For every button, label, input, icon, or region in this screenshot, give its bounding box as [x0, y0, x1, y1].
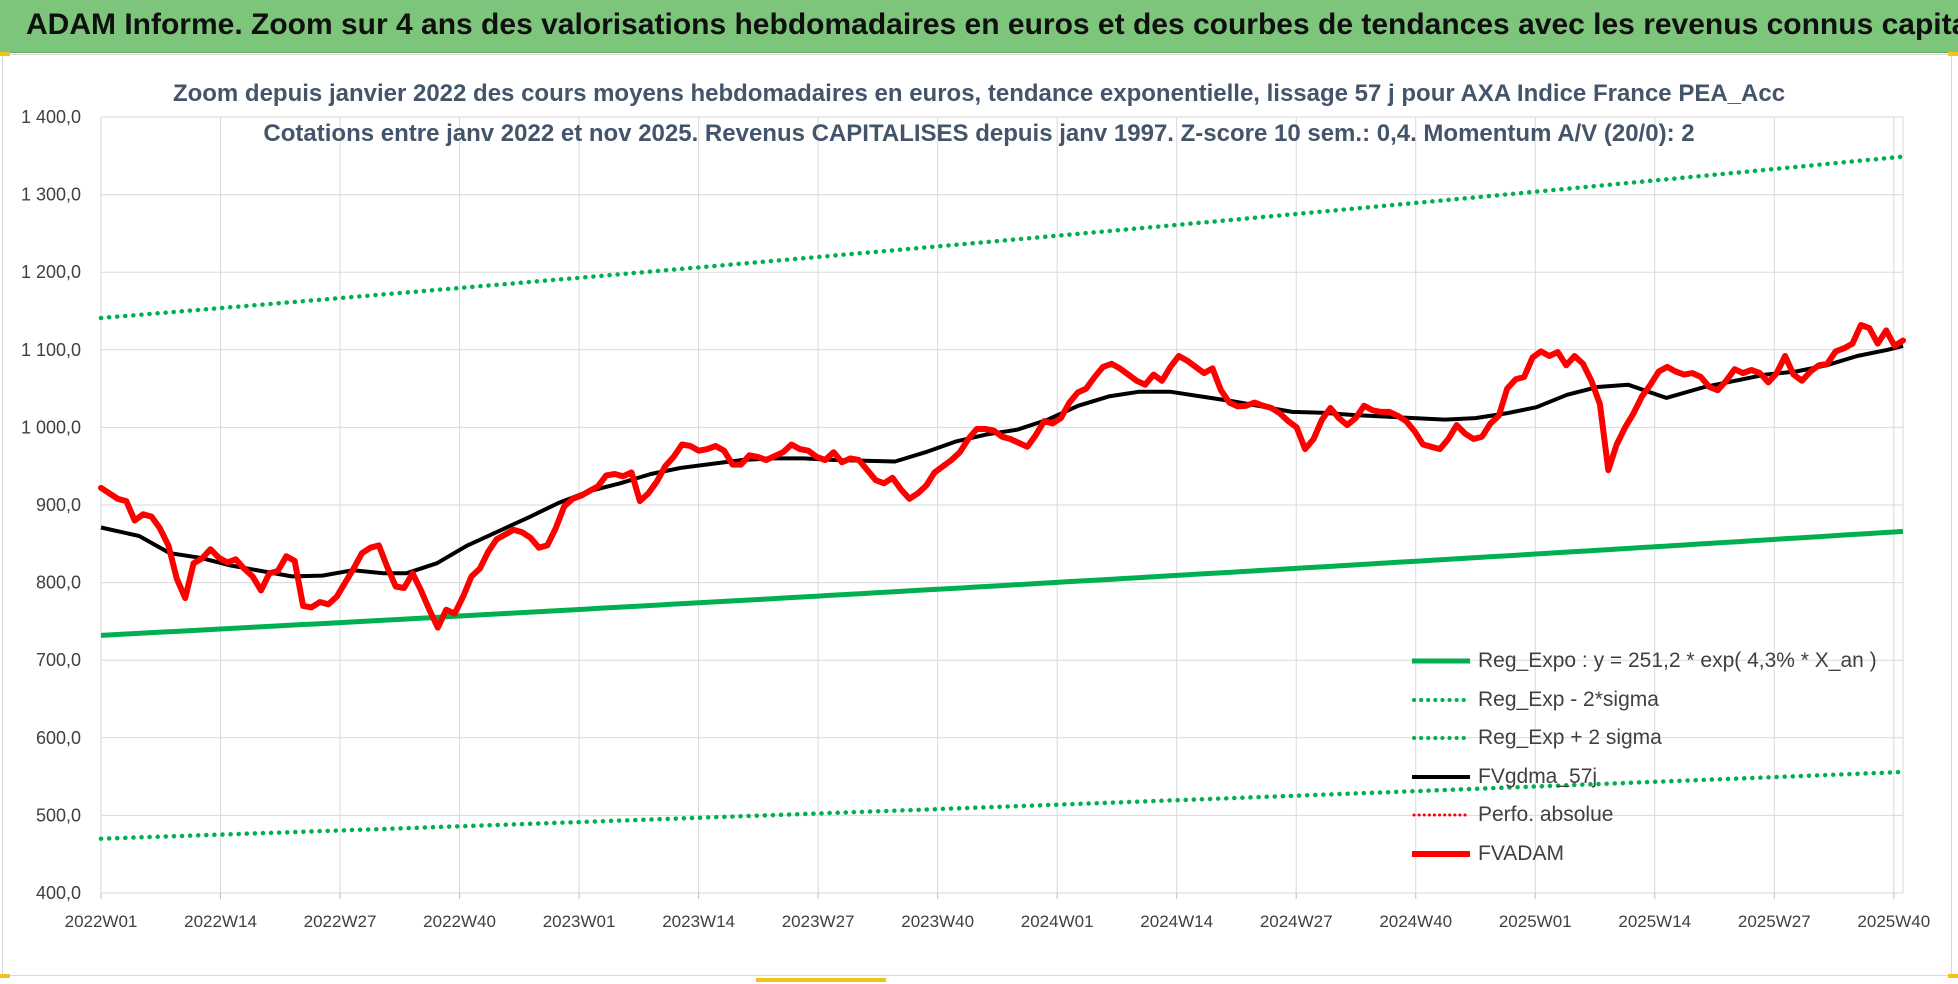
legend-swatch-dotted-red [1412, 810, 1470, 820]
y-tick-label: 800,0 [36, 573, 81, 593]
legend-label: Reg_Exp + 2 sigma [1478, 726, 1662, 750]
legend-item-fvgdma: FVgdma_57j [1412, 758, 1892, 797]
y-tick-label: 1 200,0 [21, 262, 81, 282]
legend-label: FVADAM [1478, 841, 1564, 865]
series-fvadam-line [98, 322, 1906, 631]
y-tick-label: 400,0 [36, 883, 81, 903]
x-tick-label: 2023W01 [543, 912, 616, 931]
y-tick-label: 900,0 [36, 495, 81, 515]
y-tick-label: 500,0 [36, 805, 81, 825]
x-tick-label: 2022W27 [304, 912, 377, 931]
legend-label: FVgdma_57j [1478, 764, 1598, 788]
x-tick-label: 2025W40 [1857, 912, 1930, 931]
report-title: ADAM Informe. Zoom sur 4 ans des valoris… [26, 8, 1958, 41]
x-tick-label: 2025W01 [1499, 912, 1572, 931]
series-fvgdma-57j-line [100, 343, 1904, 579]
corner-mark [0, 974, 10, 978]
corner-mark [0, 52, 10, 56]
y-tick-label: 1 000,0 [21, 417, 81, 437]
chart-title-line-2: Cotations entre janv 2022 et nov 2025. R… [263, 120, 1695, 147]
x-tick-label: 2023W27 [782, 912, 855, 931]
x-tick-label: 2022W01 [65, 912, 138, 931]
corner-mark [1948, 52, 1958, 56]
report-banner: ADAM Informe. Zoom sur 4 ans des valoris… [0, 0, 1958, 53]
series-reg-exp-plus-2sigma-line [98, 154, 1906, 321]
legend-swatch-solid-black [1412, 772, 1470, 782]
legend-label: Reg_Exp - 2*sigma [1478, 687, 1659, 711]
x-tick-label: 2025W27 [1738, 912, 1811, 931]
corner-mark [756, 978, 886, 982]
legend-label: Perfo. absolue [1478, 803, 1614, 827]
legend-item-perfo-absolue: Perfo. absolue [1412, 796, 1892, 835]
legend-label: Reg_Expo : y = 251,2 * exp( 4,3% * X_an … [1478, 649, 1877, 673]
legend-swatch-dotted-green [1412, 733, 1470, 743]
x-tick-label: 2022W40 [423, 912, 496, 931]
chart-title-line-1: Zoom depuis janvier 2022 des cours moyen… [172, 80, 1786, 107]
x-tick-label: 2024W27 [1260, 912, 1333, 931]
y-tick-label: 1 100,0 [21, 340, 81, 360]
chart-legend: Reg_Expo : y = 251,2 * exp( 4,3% * X_an … [1412, 642, 1892, 873]
x-tick-label: 2024W14 [1140, 912, 1213, 931]
y-tick-label: 1 400,0 [21, 107, 81, 127]
x-tick-label: 2023W40 [901, 912, 974, 931]
legend-swatch-solid-red [1412, 849, 1470, 859]
corner-mark [1948, 974, 1958, 978]
legend-item-reg-exp-minus: Reg_Exp - 2*sigma [1412, 681, 1892, 720]
series-reg-expo-line [100, 528, 1904, 638]
legend-swatch-dotted-green [1412, 695, 1470, 705]
y-tick-label: 700,0 [36, 650, 81, 670]
x-tick-label: 2025W14 [1618, 912, 1691, 931]
y-tick-label: 600,0 [36, 728, 81, 748]
x-tick-label: 2023W14 [662, 912, 735, 931]
legend-item-reg-exp-plus: Reg_Exp + 2 sigma [1412, 719, 1892, 758]
x-tick-label: 2022W14 [184, 912, 257, 931]
chart-area [2, 54, 1952, 976]
legend-item-reg-expo: Reg_Expo : y = 251,2 * exp( 4,3% * X_an … [1412, 642, 1892, 681]
y-tick-label: 1 300,0 [21, 185, 81, 205]
series-reg-exp-minus-2sigma-line [98, 769, 1906, 841]
x-tick-label: 2024W01 [1021, 912, 1094, 931]
legend-item-fvadam: FVADAM [1412, 835, 1892, 874]
legend-swatch-solid-green [1412, 656, 1470, 666]
x-tick-label: 2024W40 [1379, 912, 1452, 931]
